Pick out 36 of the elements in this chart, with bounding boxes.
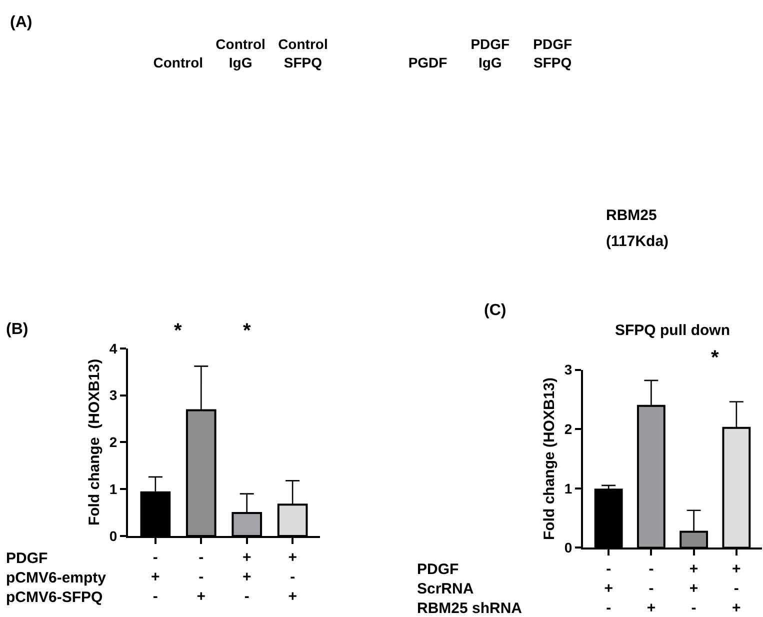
y-tick-label: 2 [564, 420, 572, 437]
y-tick-label: 0 [564, 540, 572, 556]
y-axis-title: Fold change (HOXB13) [541, 377, 558, 540]
text: * [711, 347, 719, 369]
x-tick-label: + - + [732, 560, 742, 617]
x-tick-label: - - + [646, 560, 656, 617]
text: * [174, 320, 182, 342]
text: PDGF ScrRNA RBM25 shRNA [417, 561, 522, 617]
x-tick-label: + + - [689, 560, 698, 617]
y-tick-label: 2 [109, 434, 118, 450]
y-tick-label: 1 [109, 481, 118, 498]
y-tick-label: 0 [109, 528, 118, 544]
category-label: Control IgG [216, 36, 266, 70]
text: (117Kda) [606, 233, 669, 250]
text: (A) [10, 14, 32, 31]
text: PDGF pCMV6-empty pCMV6-SFPQ [6, 550, 107, 606]
y-tick-label: 3 [109, 387, 118, 404]
x-tick-label: - - + [196, 549, 206, 606]
category-label: PDGF IgG [470, 36, 510, 70]
category-label: PDGF SFPQ [533, 36, 572, 70]
chart-title: (B) [6, 321, 28, 338]
x-tick-label: - + - [151, 549, 160, 606]
category-label: PGDF [408, 54, 448, 70]
category-label: Control SFPQ [278, 36, 328, 70]
y-tick-label: 4 [109, 340, 118, 356]
chart-subtitle: SFPQ pull down [615, 322, 730, 339]
x-tick-label: - + - [604, 560, 614, 617]
x-tick-label: + + - [242, 549, 252, 606]
y-tick-label: 3 [564, 362, 572, 378]
x-tick-label: + - + [288, 549, 298, 606]
text: RBM25 [606, 207, 657, 224]
y-axis-title: Fold change (HOXB13) [86, 358, 104, 526]
y-tick-label: 1 [564, 480, 572, 496]
chart-title: (C) [484, 302, 506, 319]
category-label: Control [153, 54, 204, 70]
text: * [243, 320, 251, 342]
